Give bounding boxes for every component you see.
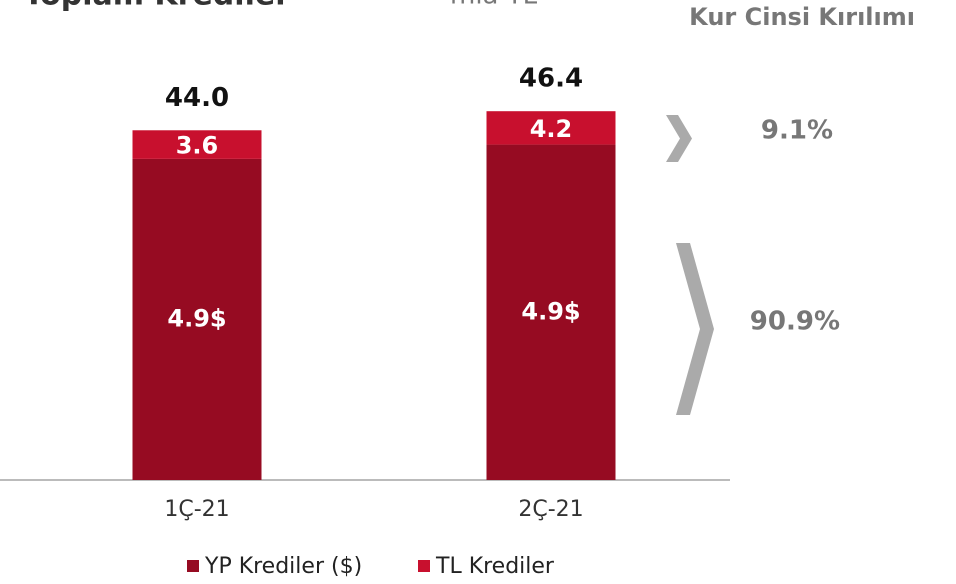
legend-swatch	[187, 560, 199, 572]
breakdown-label: 9.1%	[761, 116, 833, 146]
segment-label: 4.9$	[521, 297, 580, 325]
breakdown-label: 90.9%	[750, 307, 840, 337]
total-label: 44.0	[165, 83, 229, 113]
total-label: 46.4	[519, 64, 583, 94]
segment-label: 4.2	[530, 115, 573, 143]
legend-label: TL Krediler	[435, 554, 555, 579]
chevron	[676, 243, 714, 415]
bar-segment	[132, 158, 262, 480]
chevron	[666, 115, 692, 162]
chart-title: Toplam Krediler	[24, 0, 291, 13]
bar-segment	[486, 144, 616, 480]
x-tick-label: 2Ç-21	[518, 497, 583, 522]
legend-swatch	[418, 560, 430, 572]
breakdown-title: Kur Cinsi Kırılımı	[689, 3, 915, 31]
chart-subtitle: mia TL	[450, 0, 538, 11]
legend-label: YP Krediler ($)	[204, 554, 362, 579]
segment-label: 4.9$	[167, 304, 226, 332]
bar-segment	[132, 130, 262, 159]
bar-segment	[486, 111, 616, 145]
segment-label: 3.6	[176, 132, 219, 160]
x-tick-label: 1Ç-21	[164, 497, 229, 522]
